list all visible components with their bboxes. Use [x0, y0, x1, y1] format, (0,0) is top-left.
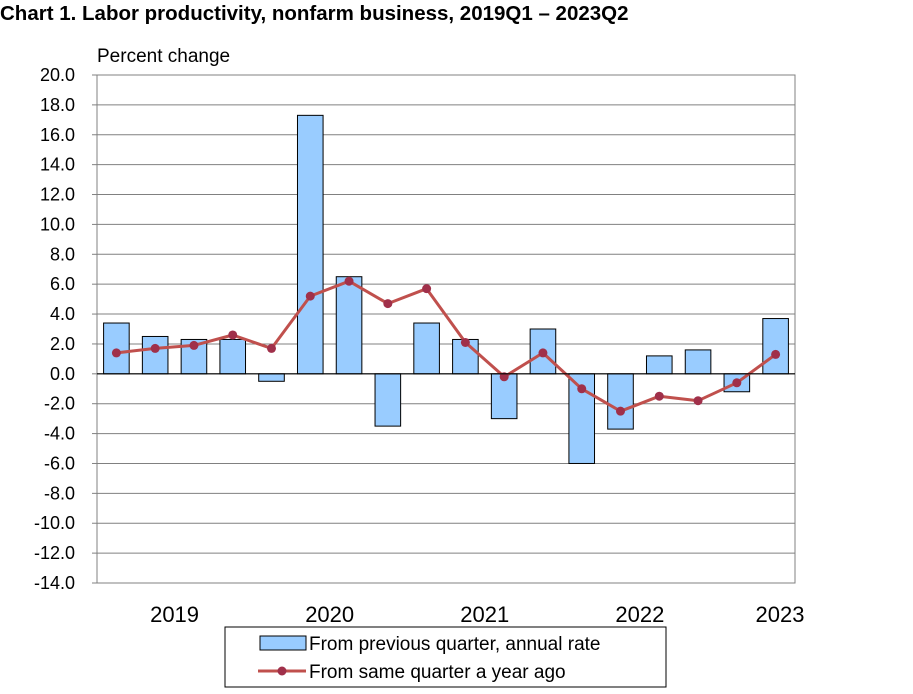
line-point-2019Q3 — [189, 340, 199, 350]
bar-2020Q3 — [335, 276, 363, 375]
line-point-2023Q1 — [732, 378, 742, 388]
bar-2019Q2 — [141, 335, 169, 375]
line-point-2022Q3 — [654, 391, 664, 401]
y-tick-label: -4.0 — [44, 424, 75, 444]
legend-label-bars: From previous quarter, annual rate — [309, 634, 601, 655]
line-point-2020Q2 — [305, 291, 315, 301]
bar-2020Q2 — [296, 114, 324, 375]
line-point-2019Q4 — [228, 330, 238, 340]
y-tick-label: 18.0 — [40, 95, 75, 115]
y-tick-label: -8.0 — [44, 483, 75, 503]
y-tick-label: 10.0 — [40, 214, 75, 234]
legend: From previous quarter, annual rate From … — [224, 626, 667, 688]
line-point-2022Q1 — [577, 384, 587, 394]
y-tick-label: 4.0 — [50, 304, 75, 324]
bar-2022Q3 — [645, 355, 673, 375]
y-tick-label: 12.0 — [40, 185, 75, 205]
bar-2023Q2 — [762, 318, 789, 375]
x-year-label-2023: 2023 — [756, 602, 805, 627]
line-point-2019Q2 — [150, 343, 160, 353]
line-point-2020Q4 — [383, 299, 393, 309]
line-point-2022Q2 — [616, 406, 625, 416]
axes: 20.0 18.0 16.0 14.0 12.0 10.0 8.0 6.0 4.0 2.0 0.0 -… — [34, 65, 805, 627]
bar-series — [103, 114, 789, 464]
line-same-quarter-year-ago — [116, 279, 777, 413]
x-year-label-2020: 2020 — [305, 602, 354, 627]
y-tick-label: -10.0 — [34, 513, 75, 533]
legend-label-line: From same quarter a year ago — [309, 662, 566, 683]
y-tick-label: 2.0 — [50, 334, 75, 354]
bar-2020Q4 — [374, 373, 402, 427]
legend-bar-swatch — [259, 635, 307, 651]
y-tick-label: -6.0 — [44, 453, 75, 473]
y-tick-label: -2.0 — [44, 394, 75, 414]
bar-2022Q2 — [607, 373, 634, 430]
y-tick-label: 6.0 — [50, 274, 75, 294]
y-tick-label: 14.0 — [40, 155, 75, 175]
x-year-label-2021: 2021 — [460, 602, 509, 627]
y-tick-label: 16.0 — [40, 125, 75, 145]
bar-2022Q4 — [684, 349, 712, 375]
y-tick-label: 8.0 — [50, 244, 75, 264]
y-tick-label: -12.0 — [34, 543, 75, 563]
line-point-2021Q3 — [499, 372, 509, 382]
line-series — [111, 276, 781, 416]
chart-title: Chart 1. Labor productivity, nonfarm bus… — [0, 2, 629, 25]
gridlines — [97, 74, 795, 584]
y-tick-label: 20.0 — [40, 65, 75, 85]
line-point-2019Q1 — [111, 348, 121, 358]
line-point-2021Q4 — [538, 348, 548, 358]
bar-2020Q1 — [258, 373, 285, 382]
line-point-2021Q1 — [422, 284, 432, 294]
y-tick-label: 0.0 — [50, 364, 75, 384]
x-year-label-2019: 2019 — [150, 602, 199, 627]
y-axis-label: Percent change — [97, 46, 230, 67]
line-point-2021Q2 — [460, 337, 470, 347]
bar-2019Q4 — [219, 338, 247, 375]
line-point-2022Q4 — [693, 396, 703, 406]
bar-2021Q1 — [413, 322, 440, 375]
line-point-2023Q2 — [771, 349, 781, 359]
y-tick-label: -14.0 — [34, 573, 75, 593]
plot-area-border — [96, 74, 796, 584]
line-point-2020Q3 — [344, 276, 354, 286]
legend-marker-swatch — [277, 666, 287, 676]
bar-2021Q4 — [529, 328, 557, 375]
x-year-label-2022: 2022 — [615, 602, 664, 627]
line-point-2020Q1 — [267, 343, 276, 353]
